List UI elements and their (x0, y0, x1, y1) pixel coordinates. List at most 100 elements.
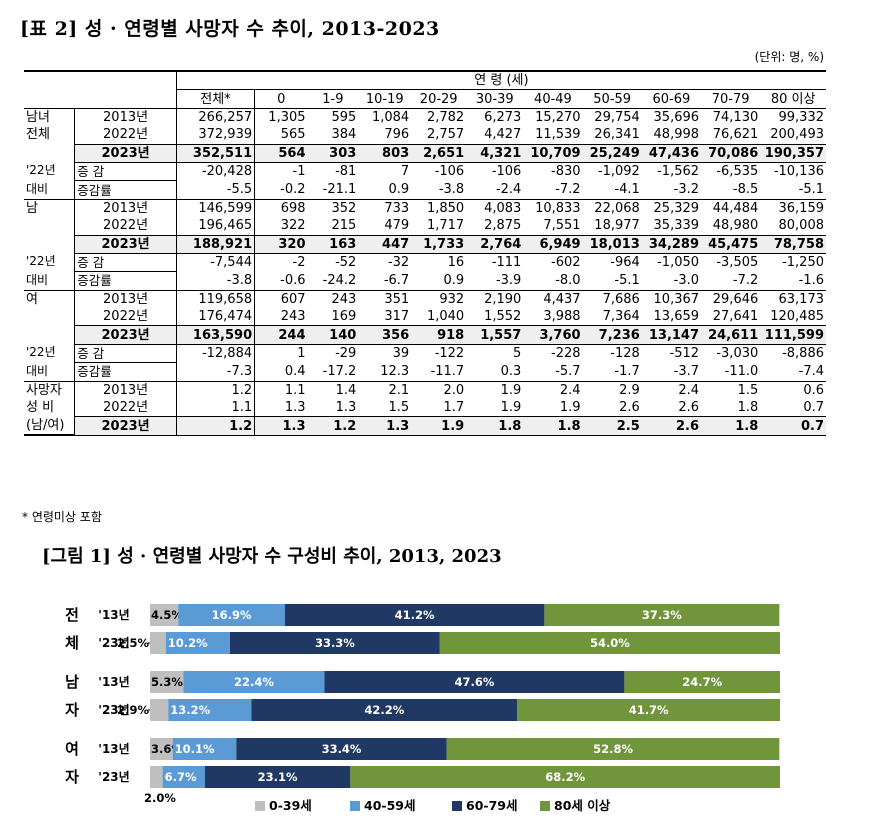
table-cell: 0.4 (254, 362, 308, 382)
table-cell: 0.3 (500, 364, 522, 380)
table-cell: 70,086 (701, 143, 761, 163)
legend-label: 0-39세 (269, 798, 312, 813)
table-cell: 0.6 (760, 380, 826, 400)
bar-segment (150, 699, 169, 721)
group-label-top: 전 (65, 606, 79, 624)
table-cell: 1,305 (254, 107, 308, 127)
group-label: 사망자 (24, 380, 76, 400)
table-row: 대비 증감률 -3.8 -0.6 -24.2 -6.7 0.9 -3.9 -8.0 -5.1 -3.… (24, 271, 826, 291)
table-cell: 1.3 (254, 416, 308, 436)
table-cell: 564 (254, 143, 308, 163)
table-cell: 2,875 (484, 218, 522, 234)
table-cell: 322 (254, 217, 308, 236)
column-header: 40-49 (534, 91, 572, 107)
data-label: 4.5% (151, 608, 183, 622)
group-label-bottom: 자 (65, 768, 79, 786)
column-header: 30-39 (475, 91, 514, 107)
table-cell: -3.7 (673, 364, 700, 380)
data-label: 24.7% (682, 675, 722, 689)
bar-segment (183, 671, 325, 693)
table-cell: -3.0 (673, 273, 700, 289)
table-cell: 1 (254, 344, 308, 363)
group-label: '22년 (26, 163, 56, 178)
table-row: 남 2013년 146,599 698 352 733 1,850 4,083 10,833 22… (24, 198, 826, 218)
column-header: 70-79 (711, 91, 750, 107)
data-label: 33.3% (315, 636, 355, 650)
data-label: 2.5% (117, 636, 149, 650)
table-cell: 243 (254, 308, 308, 326)
row-label: 2022년 (74, 308, 177, 326)
bar-segment (150, 671, 184, 693)
table-cell: 266,257 (176, 107, 255, 127)
table-cell: 45,475 (701, 234, 761, 254)
table-cell: 479 (384, 218, 410, 234)
table-cell: -1 (254, 162, 308, 181)
table-cell: 4,427 (484, 127, 522, 143)
table-cell: -32 (387, 255, 410, 271)
bar-segment (150, 766, 163, 788)
table-cell: -3,030 (716, 346, 759, 362)
table-cell: 2.4 (523, 380, 583, 400)
table-cell: 11,539 (535, 127, 581, 143)
group-label: 성 비 (24, 399, 76, 417)
table-cell: 1.5 (701, 380, 761, 400)
table-cell: 1,084 (358, 107, 412, 127)
table-cell: 1.8 (701, 416, 761, 436)
table-cell: 1.2 (307, 416, 359, 436)
table-cell: 2,651 (411, 143, 467, 163)
bar-segment (178, 604, 285, 626)
table-cell: 2.1 (358, 380, 412, 400)
table-cell: 352,511 (176, 143, 255, 163)
bar-segment (446, 738, 780, 760)
table-cell: 1,850 (411, 198, 467, 218)
table-cell: 7,236 (582, 325, 642, 345)
category-label: '13년 (98, 742, 129, 756)
column-header: 전체* (200, 91, 231, 107)
group-label: 남 (24, 198, 76, 218)
table-cell: 1.9 (466, 380, 524, 400)
bar-segment (230, 632, 440, 654)
data-label: 13.2% (170, 703, 210, 717)
mortality-table: 연 령 (세) 전체* 0 1-9 10-19 20-29 30-39 40-49 50-59 6… (24, 70, 826, 437)
bar-segment (150, 738, 173, 760)
table-cell: 27,641 (712, 309, 759, 325)
category-label: '13년 (98, 675, 129, 689)
table-cell: 16 (447, 255, 465, 271)
table-cell: 2.6 (678, 400, 700, 416)
row-label: 증 감 (74, 162, 177, 182)
table-cell: -6.7 (383, 273, 410, 289)
table-cell: 119,658 (176, 289, 255, 309)
table-cell: 733 (358, 198, 412, 218)
table-cell: 1.3 (358, 416, 412, 436)
data-label: 54.0% (590, 636, 630, 650)
table-cell: 35,339 (653, 218, 700, 234)
column-header: 50-59 (593, 91, 632, 107)
data-label: 16.9% (212, 608, 252, 622)
table-cell: -8,886 (782, 346, 824, 362)
table-cell: 595 (307, 107, 359, 127)
table-cell: 2,757 (426, 127, 465, 143)
table-cell: -1.6 (798, 273, 824, 289)
table-cell: 99,332 (760, 107, 826, 127)
table-cell: 2.4 (641, 380, 702, 400)
footnote: * 연령미상 포함 (22, 510, 102, 524)
table-cell: 1.2 (176, 416, 255, 436)
table-cell: -6,535 (716, 164, 759, 180)
table-row: 대비 증감률 -5.5 -0.2 -21.1 0.9 -3.8 -2.4 -7.2 -4.1 -3.… (24, 180, 826, 200)
table-row: '22년 증 감 -7,544 -2 -52 -32 16 -111 -602 -964 -1,05… (24, 253, 826, 273)
table-cell: 80,008 (778, 218, 825, 234)
bar-segment (204, 766, 351, 788)
group-label-bottom: 자 (65, 701, 79, 719)
table-row: 전체 2022년 372,939 565 384 796 2,757 4,427 11,539 2… (24, 126, 826, 145)
column-header: 1-9 (322, 91, 344, 107)
column-header: 10-19 (365, 91, 404, 107)
table-cell: 384 (331, 127, 357, 143)
bar-segment (172, 738, 237, 760)
table-cell: -0.2 (254, 180, 308, 200)
table-row: 2023년 163,590 244 140 356 918 1,557 3,760 7,236 1… (24, 325, 826, 345)
table-row: '22년 증 감 -12,884 1 -29 39 -122 5 -228 -128 -512 -3,… (24, 344, 826, 364)
group-label (24, 325, 76, 345)
table-cell: 1.9 (500, 400, 522, 416)
row-label: 2023년 (74, 143, 177, 163)
data-label: 41.2% (395, 608, 435, 622)
